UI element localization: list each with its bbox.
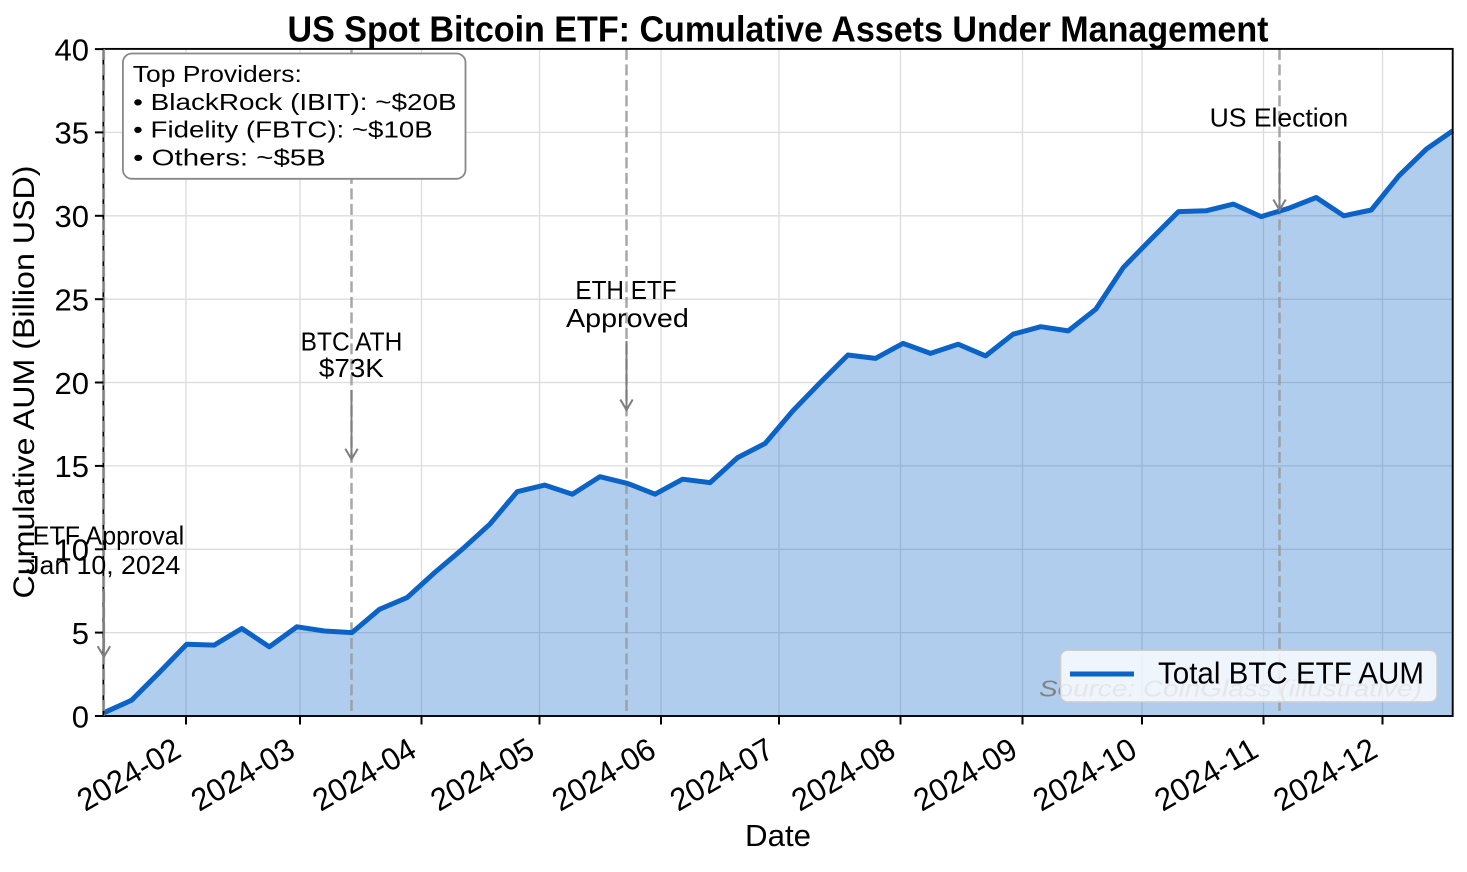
svg-text:40: 40 bbox=[55, 32, 89, 67]
svg-text:0: 0 bbox=[72, 699, 89, 734]
svg-text:Date: Date bbox=[745, 818, 811, 853]
svg-text:Jan 10, 2024: Jan 10, 2024 bbox=[26, 550, 180, 580]
svg-text:30: 30 bbox=[55, 199, 89, 234]
svg-text:10: 10 bbox=[55, 533, 89, 568]
svg-text:25: 25 bbox=[55, 283, 89, 318]
svg-text:35: 35 bbox=[55, 116, 89, 151]
svg-text:Top Providers:: Top Providers: bbox=[133, 61, 302, 87]
svg-text:ETH ETF: ETH ETF bbox=[575, 275, 676, 305]
svg-text:ETF Approval: ETF Approval bbox=[33, 521, 184, 551]
svg-text:Total BTC ETF AUM: Total BTC ETF AUM bbox=[1158, 656, 1424, 691]
svg-text:• Others: ~$5B: • Others: ~$5B bbox=[133, 145, 326, 171]
svg-text:$73K: $73K bbox=[319, 353, 385, 383]
svg-text:BTC ATH: BTC ATH bbox=[301, 327, 403, 357]
svg-text:Cumulative AUM (Billion USD): Cumulative AUM (Billion USD) bbox=[8, 166, 41, 599]
svg-text:• BlackRock (IBIT): ~$20B: • BlackRock (IBIT): ~$20B bbox=[133, 89, 456, 115]
svg-text:15: 15 bbox=[55, 449, 89, 484]
svg-text:20: 20 bbox=[55, 366, 89, 401]
svg-text:5: 5 bbox=[72, 616, 89, 651]
svg-text:• Fidelity (FBTC): ~$10B: • Fidelity (FBTC): ~$10B bbox=[133, 117, 433, 143]
svg-text:US Election: US Election bbox=[1210, 103, 1349, 133]
svg-text:Approved: Approved bbox=[566, 303, 689, 333]
svg-text:US Spot Bitcoin ETF: Cumulativ: US Spot Bitcoin ETF: Cumulative Assets U… bbox=[288, 9, 1269, 50]
